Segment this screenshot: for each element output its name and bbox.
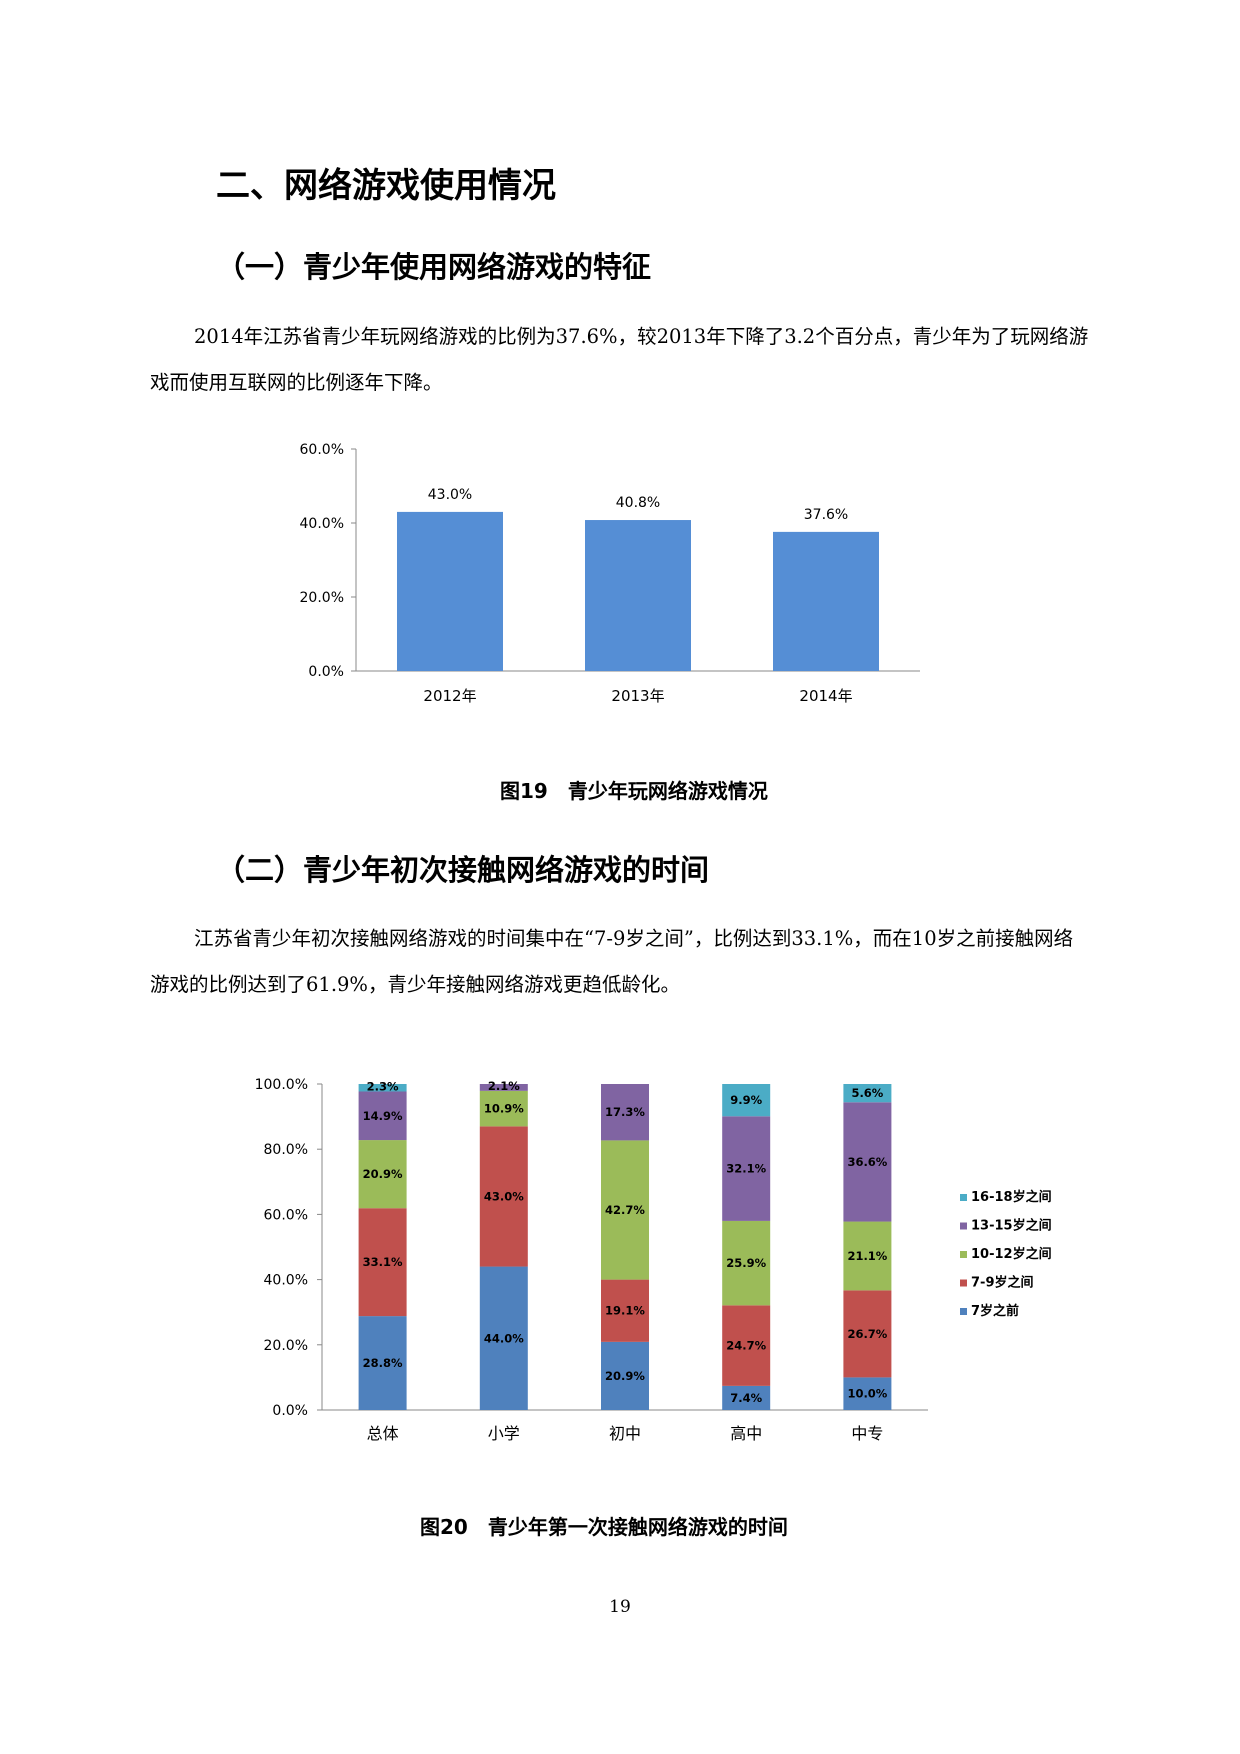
legend-swatch xyxy=(960,1308,967,1315)
chart-online-game-ratio: 0.0% 20.0% 40.0% 60.0% 43.0% 2012年 40.8% 2013年 3… xyxy=(300,442,920,705)
y-tick-label: 0.0% xyxy=(308,664,344,680)
bar xyxy=(585,520,691,671)
figure-caption-20: 图20 青少年第一次接触网络游戏的时间 xyxy=(420,1515,788,1539)
page-number: 19 xyxy=(609,1597,631,1617)
stacked-bar-segment xyxy=(843,1221,892,1291)
bar xyxy=(397,511,503,671)
stacked-bar-segment xyxy=(843,1290,892,1378)
segment-data-label: 20.9% xyxy=(605,1369,645,1383)
segment-data-label: 33.1% xyxy=(363,1255,403,1269)
stacked-bar-segment xyxy=(722,1220,771,1306)
x-tick-label: 总体 xyxy=(367,1424,399,1443)
y-tick-label: 60.0% xyxy=(300,442,344,458)
y-tick-label: 100.0% xyxy=(255,1077,308,1093)
bar xyxy=(773,531,879,671)
data-label: 40.8% xyxy=(616,495,660,511)
x-tick-label: 2014年 xyxy=(799,687,852,705)
stacked-bar-segment xyxy=(722,1084,771,1117)
segment-data-label: 20.9% xyxy=(363,1167,403,1181)
section-title: 二、网络游戏使用情况 xyxy=(216,166,556,206)
y-tick-label: 20.0% xyxy=(264,1338,308,1354)
stacked-bar-segment xyxy=(358,1208,407,1317)
legend-label: 16-18岁之间 xyxy=(971,1189,1052,1205)
legend-swatch xyxy=(960,1222,967,1230)
y-tick-label: 20.0% xyxy=(300,590,344,606)
segment-data-label: 21.1% xyxy=(847,1249,887,1263)
segment-data-label: 10.9% xyxy=(484,1102,524,1116)
x-tick-label: 小学 xyxy=(488,1424,520,1443)
segment-data-label: 24.7% xyxy=(726,1339,766,1353)
y-tick-label: 40.0% xyxy=(300,516,344,532)
stacked-bar-segment xyxy=(722,1305,771,1386)
segment-data-label: 7.4% xyxy=(730,1391,762,1405)
stacked-bar-segment xyxy=(601,1084,649,1141)
stacked-bar-segment xyxy=(601,1140,649,1280)
x-tick-label: 2013年 xyxy=(611,687,664,705)
legend-swatch xyxy=(960,1279,967,1287)
segment-data-label: 32.1% xyxy=(726,1162,766,1176)
stacked-bar-segment xyxy=(601,1279,649,1342)
data-label: 43.0% xyxy=(428,487,472,503)
stacked-bar-segment xyxy=(358,1084,407,1092)
segment-data-label: 42.7% xyxy=(605,1203,645,1217)
segment-data-label: 10.0% xyxy=(847,1387,887,1401)
segment-data-label: 26.7% xyxy=(847,1327,887,1341)
paragraph-1: 2014年江苏省青少年玩网络游戏的比例为37.6%，较2013年下降了3.2个百… xyxy=(150,325,1089,394)
data-label: 37.6% xyxy=(804,507,848,523)
segment-data-label: 28.8% xyxy=(363,1356,403,1370)
stacked-bar-segment xyxy=(843,1377,892,1410)
chart-first-contact-age: 0.0% 20.0% 40.0% 60.0% 80.0% 100.0% 28.8% 33.1%… xyxy=(255,1077,1052,1443)
subsection-title-2: （二）青少年初次接触网络游戏的时间 xyxy=(216,853,710,887)
stacked-bar-segment xyxy=(479,1266,528,1410)
segment-data-label: 44.0% xyxy=(484,1331,524,1345)
stacked-bar-segment xyxy=(358,1140,407,1209)
segment-data-label: 14.9% xyxy=(363,1109,403,1123)
segment-data-label: 36.6% xyxy=(847,1155,887,1169)
stacked-bar-segment xyxy=(843,1102,892,1222)
paragraph-2: 江苏省青少年初次接触网络游戏的时间集中在“7-9岁之间”，比例达到33.1%，而… xyxy=(150,927,1074,996)
stacked-bar-segment xyxy=(601,1341,649,1410)
stacked-bar-segment xyxy=(479,1126,528,1267)
legend-swatch xyxy=(960,1251,967,1258)
y-tick-label: 60.0% xyxy=(264,1207,308,1223)
x-tick-label: 高中 xyxy=(730,1424,762,1443)
legend-label: 10-12岁之间 xyxy=(971,1246,1052,1262)
y-tick-label: 0.0% xyxy=(272,1403,308,1419)
stacked-bar-segment xyxy=(479,1090,528,1127)
subsection-title-1: （一）青少年使用网络游戏的特征 xyxy=(216,250,652,284)
legend-label: 7-9岁之间 xyxy=(971,1275,1034,1291)
segment-data-label: 19.1% xyxy=(605,1304,645,1318)
y-tick-label: 80.0% xyxy=(264,1142,308,1158)
legend-label: 7岁之前 xyxy=(971,1303,1019,1319)
stacked-bar-segment xyxy=(843,1084,892,1103)
stacked-bar-segment xyxy=(722,1116,771,1221)
segment-data-label: 25.9% xyxy=(726,1256,766,1270)
legend-swatch xyxy=(960,1194,967,1201)
segment-data-label: 2.3% xyxy=(367,1079,399,1093)
stacked-bar-segment xyxy=(358,1316,407,1410)
figure-caption-19: 图19 青少年玩网络游戏情况 xyxy=(500,779,768,803)
segment-data-label: 9.9% xyxy=(730,1093,762,1107)
segment-data-label: 5.6% xyxy=(851,1086,883,1100)
y-tick-label: 40.0% xyxy=(264,1273,308,1289)
x-tick-label: 中专 xyxy=(851,1424,883,1443)
segment-data-label: 43.0% xyxy=(484,1189,524,1203)
stacked-bar-segment xyxy=(358,1091,407,1141)
stacked-bar-segment xyxy=(479,1084,528,1091)
x-tick-label: 初中 xyxy=(609,1424,641,1443)
stacked-bar-segment xyxy=(722,1385,771,1410)
segment-data-label: 17.3% xyxy=(605,1105,645,1119)
legend-label: 13-15岁之间 xyxy=(971,1218,1052,1234)
segment-data-label: 2.1% xyxy=(488,1079,520,1093)
x-tick-label: 2012年 xyxy=(423,687,476,705)
